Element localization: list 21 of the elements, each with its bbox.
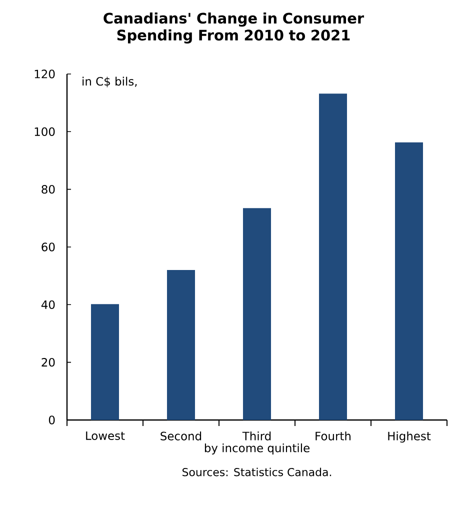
y-tick-label: 0 bbox=[48, 416, 55, 424]
y-tick-label: 120 bbox=[34, 70, 55, 78]
x-tick-label: Second bbox=[160, 432, 202, 440]
x-tick-label: Third bbox=[242, 432, 271, 440]
chart-title: Canadians' Change in Consumer Spending From 2010 to 2021 bbox=[104, 12, 364, 44]
bar bbox=[319, 94, 347, 420]
y-tick-label: 60 bbox=[42, 242, 55, 252]
x-tick-label: Highest bbox=[388, 432, 431, 443]
bar bbox=[395, 142, 423, 420]
y-tick-label: 40 bbox=[41, 300, 55, 309]
x-tick-label: Lowest bbox=[86, 432, 125, 440]
source-note: Sources: Statistics Canada. bbox=[182, 468, 332, 476]
y-axis-title: in C$ bils, bbox=[82, 76, 137, 88]
x-tick-label: Fourth bbox=[316, 432, 350, 440]
y-tick-label: 100 bbox=[34, 127, 55, 136]
y-tick-label: 80 bbox=[42, 184, 55, 194]
x-axis-title: by income quintile bbox=[204, 443, 310, 455]
bar bbox=[91, 304, 119, 420]
bar bbox=[242, 208, 271, 420]
y-tick-label: 20 bbox=[42, 358, 55, 367]
bar bbox=[167, 270, 195, 420]
